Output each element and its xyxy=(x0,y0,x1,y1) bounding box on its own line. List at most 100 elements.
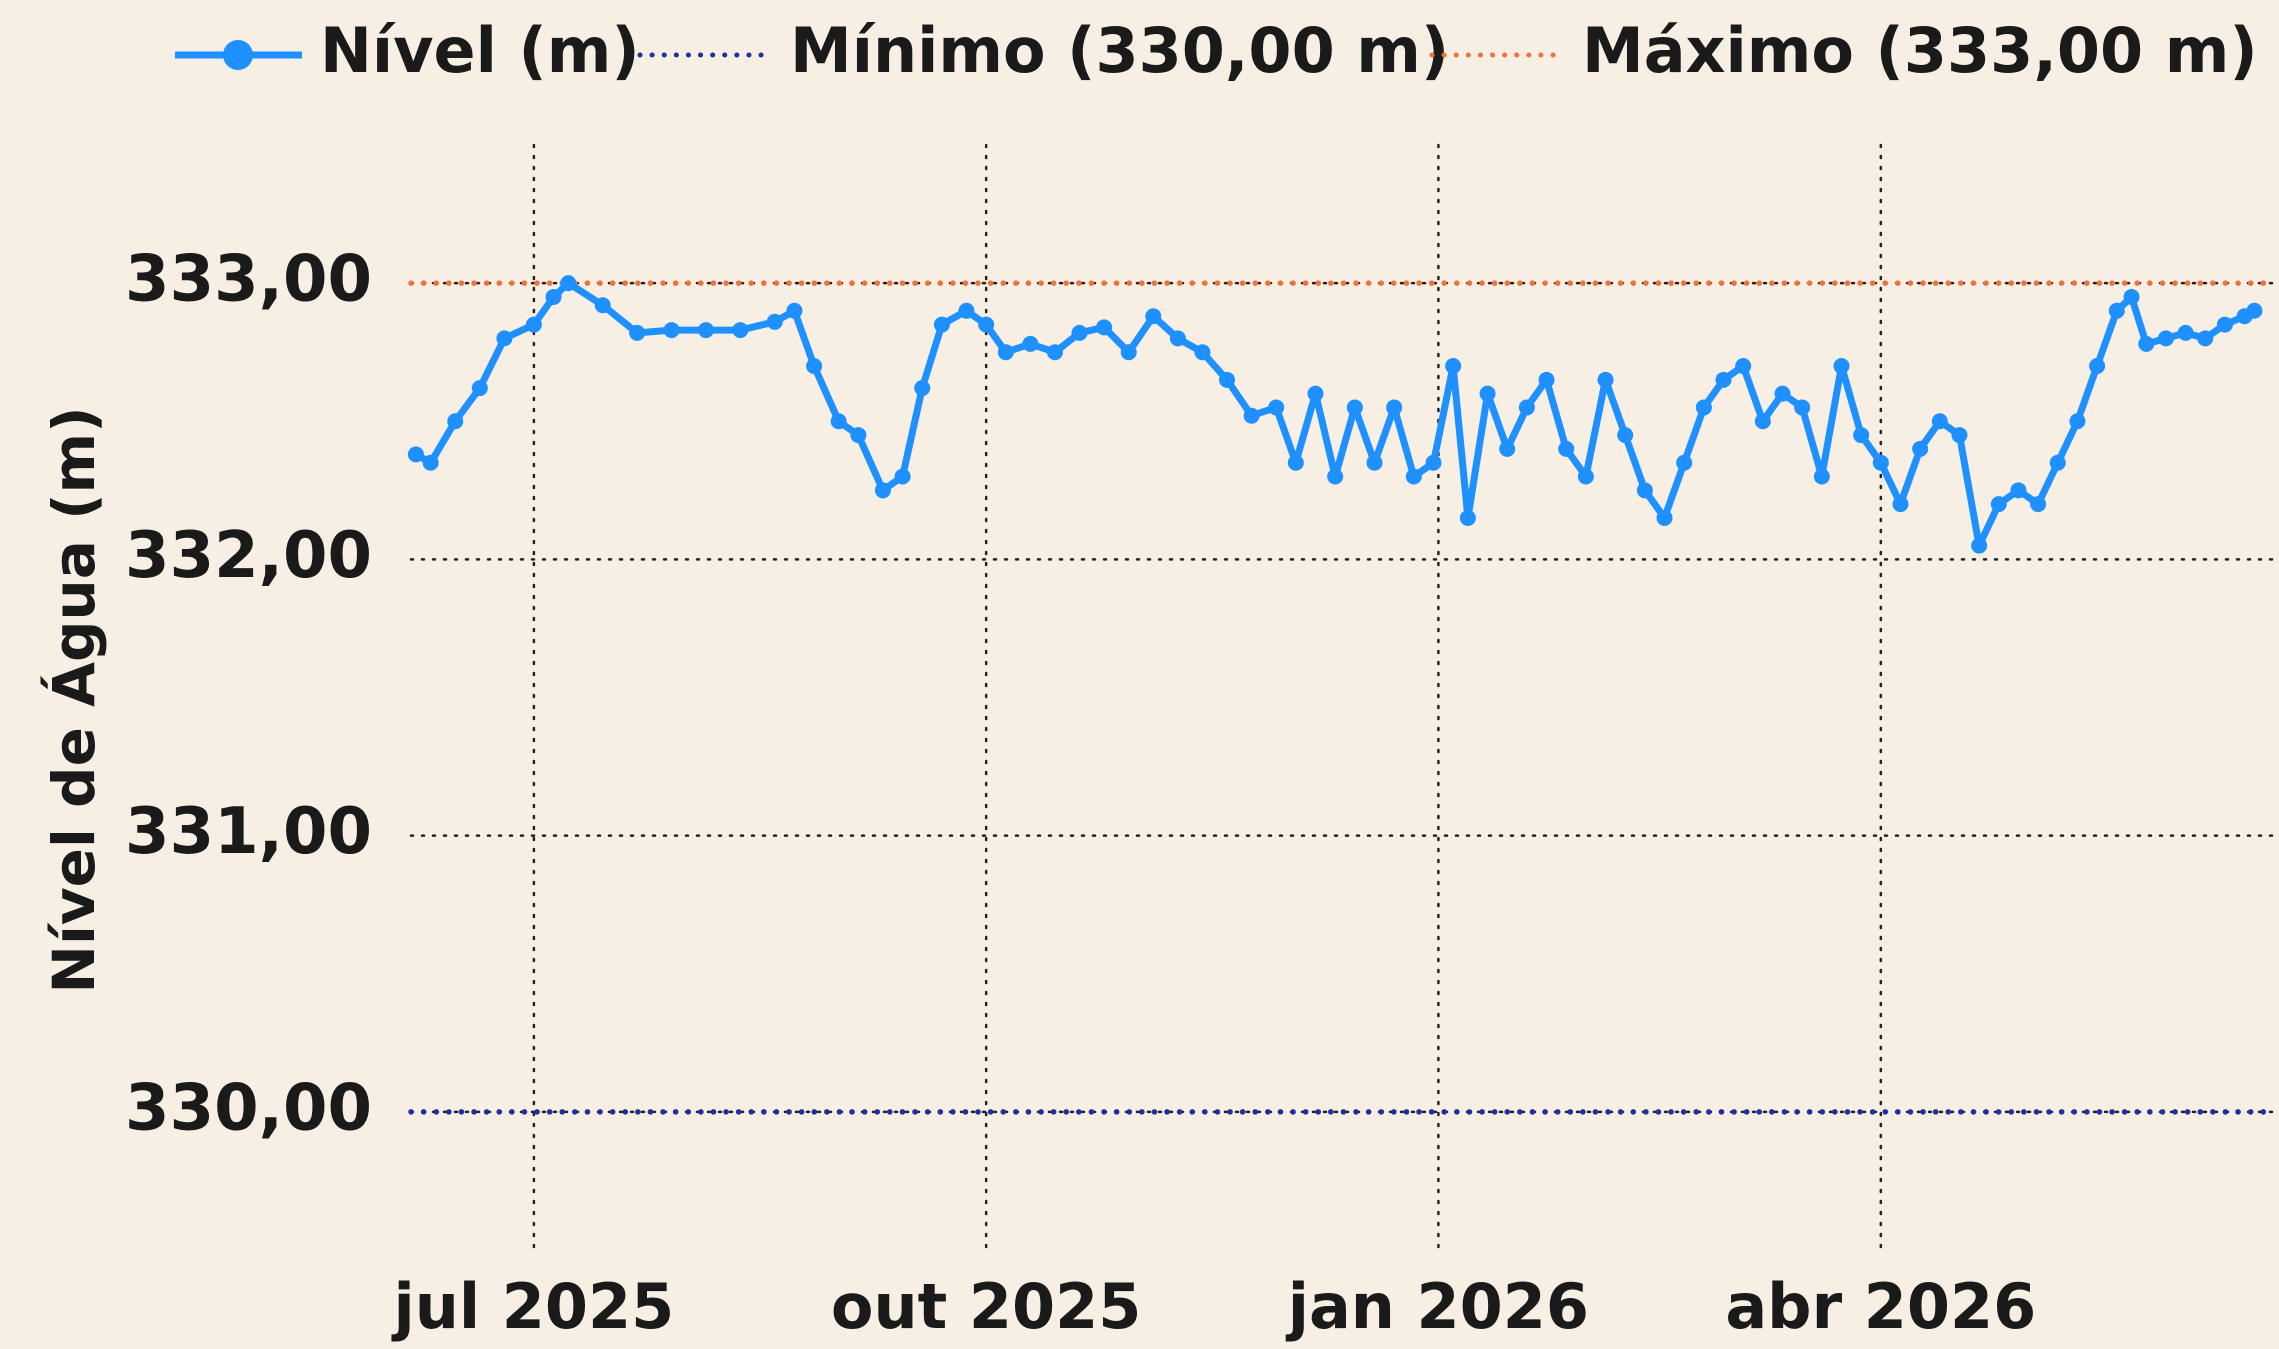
x-tick-label: jul 2025 xyxy=(390,1270,674,1343)
legend-label: Máximo (333,00 m) xyxy=(1582,14,2258,87)
data-point xyxy=(1813,468,1830,485)
data-point xyxy=(1617,427,1634,444)
data-point xyxy=(1715,371,1732,388)
data-point xyxy=(1445,358,1462,374)
data-point xyxy=(1951,427,1968,444)
data-point xyxy=(806,358,823,374)
data-point xyxy=(1366,454,1383,471)
data-point xyxy=(978,316,995,333)
data-point xyxy=(1971,537,1988,554)
data-point xyxy=(1022,335,1039,352)
data-point xyxy=(1656,509,1673,526)
data-point xyxy=(1872,454,1889,471)
data-point xyxy=(1695,399,1712,416)
data-point xyxy=(1405,468,1422,485)
data-point xyxy=(1169,330,1186,347)
data-point xyxy=(1287,454,1304,471)
data-point xyxy=(1459,509,1476,526)
data-point xyxy=(2216,316,2233,333)
data-point xyxy=(1145,308,1162,325)
data-point xyxy=(2010,482,2027,499)
data-point xyxy=(997,344,1014,361)
data-point xyxy=(1931,413,1948,430)
data-point xyxy=(1990,496,2007,513)
data-point xyxy=(830,413,847,430)
data-point xyxy=(2069,413,2086,430)
data-point xyxy=(2123,288,2140,305)
data-point xyxy=(2108,302,2125,319)
data-point xyxy=(1735,358,1752,374)
legend-label: Nível (m) xyxy=(320,14,640,87)
data-point xyxy=(697,322,714,339)
data-point xyxy=(1327,468,1344,485)
data-point xyxy=(1538,371,1555,388)
data-point xyxy=(422,454,439,471)
data-point xyxy=(1833,358,1850,374)
data-point xyxy=(1307,385,1324,402)
data-point xyxy=(732,322,749,339)
data-point xyxy=(933,316,950,333)
data-point xyxy=(2138,335,2155,352)
data-point xyxy=(1774,385,1791,402)
data-point xyxy=(2246,302,2263,319)
data-point xyxy=(1518,399,1535,416)
data-point xyxy=(1794,399,1811,416)
data-point xyxy=(560,275,577,292)
data-point xyxy=(1479,385,1496,402)
data-point xyxy=(1243,407,1260,424)
data-point xyxy=(629,324,646,341)
y-tick-label: 331,00 xyxy=(125,795,372,869)
data-point xyxy=(786,302,803,319)
data-point xyxy=(2049,454,2066,471)
y-tick-label: 333,00 xyxy=(125,243,372,317)
data-point xyxy=(958,302,975,319)
data-point xyxy=(1219,371,1236,388)
data-point xyxy=(1892,496,1909,513)
data-point xyxy=(914,380,931,397)
data-point xyxy=(2030,496,2047,513)
data-point xyxy=(1676,454,1693,471)
x-tick-label: out 2025 xyxy=(831,1270,1142,1343)
legend-label: Mínimo (330,00 m) xyxy=(790,14,1449,87)
data-point xyxy=(1120,344,1137,361)
x-tick-label: jan 2026 xyxy=(1285,1270,1589,1343)
data-point xyxy=(1597,371,1614,388)
data-point xyxy=(1046,344,1063,361)
data-point xyxy=(1558,440,1575,457)
data-point xyxy=(894,468,911,485)
data-point xyxy=(545,288,562,305)
data-point xyxy=(1754,413,1771,430)
data-point xyxy=(766,313,783,330)
data-point xyxy=(1386,399,1403,416)
y-tick-label: 330,00 xyxy=(125,1071,372,1145)
x-tick-label: abr 2026 xyxy=(1725,1270,2036,1343)
data-point xyxy=(1425,454,1442,471)
data-point xyxy=(1577,468,1594,485)
data-point xyxy=(874,482,891,499)
data-point xyxy=(1096,319,1113,336)
data-point xyxy=(2157,330,2174,347)
data-point xyxy=(1912,440,1929,457)
data-point xyxy=(663,322,680,339)
data-point xyxy=(1853,427,1870,444)
data-point xyxy=(1268,399,1285,416)
legend-marker xyxy=(223,40,253,70)
data-point xyxy=(594,297,611,314)
data-point xyxy=(1636,482,1653,499)
y-tick-label: 332,00 xyxy=(125,519,372,593)
y-axis-title: Nível de Água (m) xyxy=(39,406,108,993)
data-point xyxy=(447,413,464,430)
data-point xyxy=(1499,440,1516,457)
data-point xyxy=(2177,324,2194,341)
data-point xyxy=(850,427,867,444)
data-point xyxy=(1071,324,1088,341)
data-point xyxy=(496,330,513,347)
data-point xyxy=(1194,344,1211,361)
data-point xyxy=(471,380,488,397)
data-point xyxy=(1346,399,1363,416)
data-point xyxy=(407,446,424,463)
data-point xyxy=(2089,358,2106,374)
